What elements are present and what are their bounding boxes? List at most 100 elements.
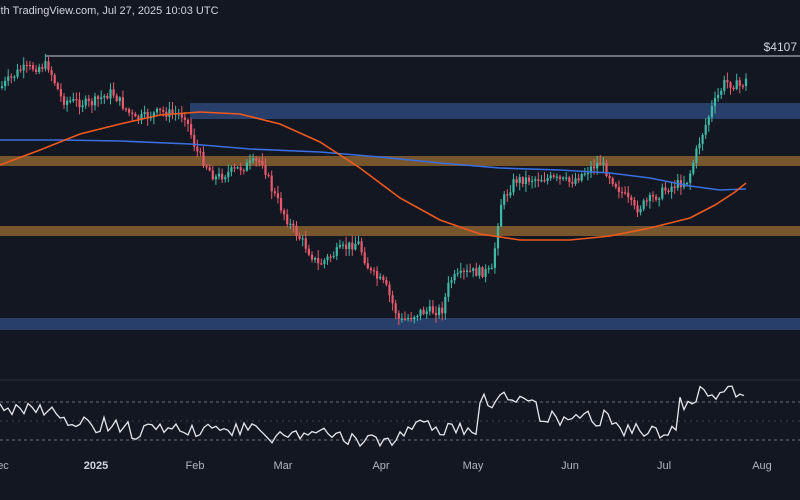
candle	[196, 139, 199, 158]
candle	[493, 242, 496, 274]
candle	[279, 192, 283, 214]
candle	[434, 306, 438, 323]
candle	[444, 293, 447, 320]
candle	[348, 241, 351, 256]
candle	[103, 94, 106, 105]
candle	[72, 92, 75, 103]
candle	[211, 165, 214, 181]
candle	[549, 171, 552, 181]
candle	[475, 262, 478, 277]
candle	[326, 253, 329, 265]
candle	[329, 254, 332, 263]
candle	[562, 176, 565, 181]
candle	[627, 186, 630, 203]
candle	[388, 281, 391, 302]
candle	[509, 185, 512, 199]
candle	[53, 73, 56, 86]
candle	[651, 191, 655, 203]
candle	[385, 276, 388, 287]
candle	[47, 56, 50, 73]
candle	[221, 168, 224, 184]
candle	[717, 88, 720, 102]
candle	[655, 194, 658, 202]
candle	[217, 167, 221, 180]
support-zone-mid	[0, 226, 800, 236]
candle	[233, 163, 236, 173]
candle	[258, 157, 261, 167]
candle	[580, 172, 583, 183]
candle	[658, 197, 661, 207]
candle	[503, 191, 506, 210]
candle	[183, 112, 186, 127]
candle	[372, 267, 376, 276]
candle	[624, 186, 627, 195]
candle	[239, 163, 242, 176]
candle	[732, 85, 735, 91]
candle	[152, 111, 155, 125]
candle	[224, 174, 227, 183]
candle	[4, 76, 7, 91]
candle	[345, 236, 348, 257]
candle	[447, 276, 450, 302]
candle	[617, 180, 620, 199]
candle	[639, 205, 642, 216]
candle	[341, 241, 345, 250]
candle	[128, 107, 131, 117]
candle	[689, 170, 692, 190]
time-axis-background	[0, 452, 800, 500]
candle	[586, 166, 589, 181]
candle	[81, 99, 84, 113]
candle	[664, 181, 667, 195]
candle	[400, 313, 403, 323]
candle	[568, 175, 571, 188]
candle	[682, 175, 686, 190]
candle	[484, 264, 487, 283]
candle	[283, 208, 286, 221]
candle	[531, 175, 534, 189]
candle	[292, 220, 295, 233]
candle	[698, 137, 701, 155]
candle	[407, 313, 410, 322]
resistance-zone-upper	[190, 103, 800, 119]
candle	[481, 266, 484, 279]
candle	[214, 174, 217, 185]
candle	[630, 194, 633, 206]
candle	[713, 91, 717, 114]
candle	[338, 239, 341, 249]
candle	[307, 244, 310, 257]
candle	[62, 93, 66, 109]
candle	[614, 182, 617, 189]
moving-average-200	[0, 139, 747, 191]
candle	[270, 170, 273, 200]
time-axis-label: 2025	[84, 460, 108, 472]
candle	[735, 73, 738, 91]
candle	[695, 145, 698, 169]
candle	[50, 66, 53, 82]
candle	[596, 155, 599, 175]
candle	[441, 301, 444, 321]
candle	[394, 299, 397, 320]
candle	[487, 265, 490, 274]
candle	[121, 90, 124, 111]
candle	[320, 258, 323, 266]
candle	[636, 200, 639, 217]
candle	[171, 101, 174, 120]
candle	[267, 172, 270, 178]
candle	[112, 82, 115, 99]
candle	[555, 173, 558, 182]
candle	[667, 188, 670, 195]
candle	[431, 299, 434, 315]
time-axis-label: May	[463, 460, 484, 472]
candle	[506, 189, 509, 202]
candle	[159, 107, 162, 116]
candle	[69, 96, 72, 104]
candle	[28, 61, 31, 70]
candle	[7, 69, 10, 86]
candle	[245, 158, 248, 172]
candle	[295, 221, 298, 241]
candle	[496, 223, 500, 256]
time-axis: ec 2025 Feb Mar Apr May Jun Jul Aug	[0, 452, 800, 500]
candle	[0, 81, 4, 90]
candle	[124, 107, 128, 112]
